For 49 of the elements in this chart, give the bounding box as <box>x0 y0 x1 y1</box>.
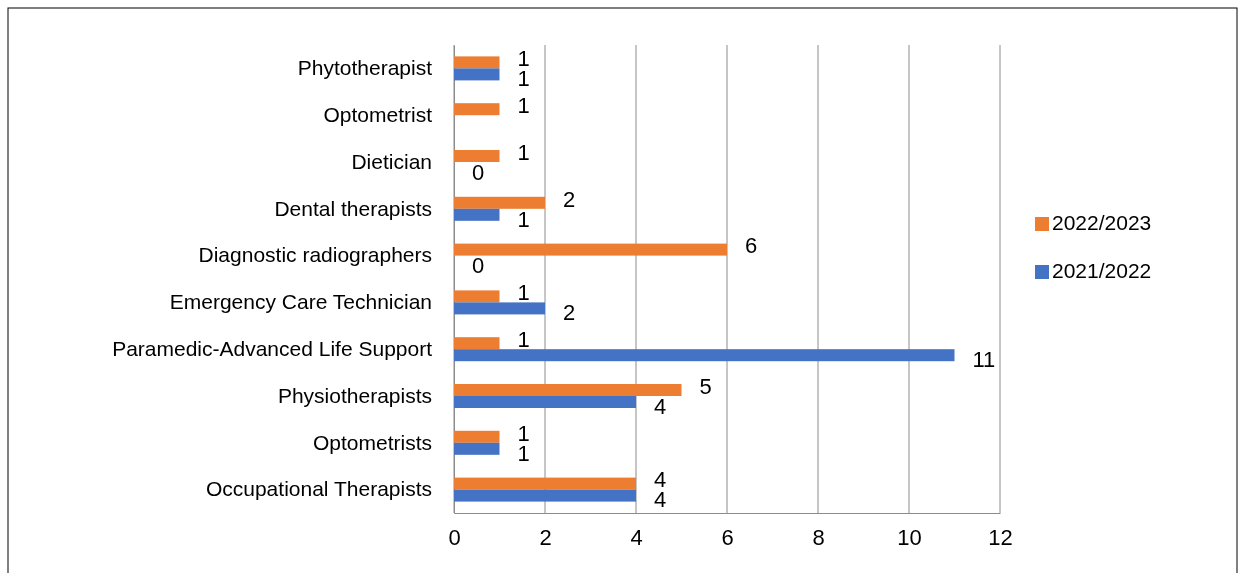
data-label: 4 <box>654 393 667 419</box>
y-tick-label: Phytotherapist <box>297 56 433 80</box>
bar <box>454 489 636 502</box>
bar <box>454 477 636 490</box>
bar <box>454 337 500 350</box>
y-tick-label: Paramedic-Advanced Life Support <box>112 336 433 360</box>
bar <box>454 150 500 162</box>
data-label: 5 <box>699 373 712 399</box>
bar <box>454 349 955 362</box>
y-tick-label: Optometrists <box>312 430 432 454</box>
bar <box>454 103 500 116</box>
x-tick-label: 0 <box>448 524 461 550</box>
x-tick-label: 8 <box>812 524 825 550</box>
data-label: 1 <box>517 93 530 119</box>
bar <box>454 442 500 455</box>
y-tick-label: Occupational Therapists <box>205 477 432 501</box>
legend-label: 2021/2022 <box>1052 258 1152 282</box>
data-label: 1 <box>517 206 530 232</box>
bar <box>454 56 500 69</box>
data-label: 0 <box>472 159 485 185</box>
data-label: 6 <box>745 233 758 259</box>
y-tick-label: Dental therapists <box>274 196 432 220</box>
data-label: 11 <box>972 347 996 373</box>
bar <box>454 196 545 209</box>
y-tick-label: Physiotherapists <box>277 383 432 407</box>
legend-label: 2022/2023 <box>1052 210 1152 234</box>
bar <box>454 396 636 408</box>
data-label: 2 <box>563 186 576 212</box>
bar <box>454 208 500 221</box>
data-label: 1 <box>517 139 530 165</box>
bar <box>454 290 500 303</box>
x-tick-label: 4 <box>630 524 643 550</box>
y-tick-label: Diagnostic radiographers <box>198 243 432 267</box>
x-tick-label: 10 <box>897 524 922 550</box>
x-tick-label: 12 <box>988 524 1013 550</box>
bar <box>454 243 727 256</box>
bar <box>454 384 682 396</box>
x-tick-label: 2 <box>539 524 552 550</box>
bar <box>454 302 545 315</box>
data-label: 2 <box>563 300 576 326</box>
data-label: 0 <box>472 253 485 279</box>
x-tick-label: 6 <box>721 524 734 550</box>
y-tick-label: Emergency Care Technician <box>169 290 432 314</box>
y-tick-label: Dietician <box>351 149 432 173</box>
bar <box>454 430 500 443</box>
data-label: 1 <box>517 327 530 353</box>
bar <box>454 68 500 81</box>
y-tick-label: Optometrist <box>323 102 433 126</box>
data-label: 1 <box>517 280 530 306</box>
